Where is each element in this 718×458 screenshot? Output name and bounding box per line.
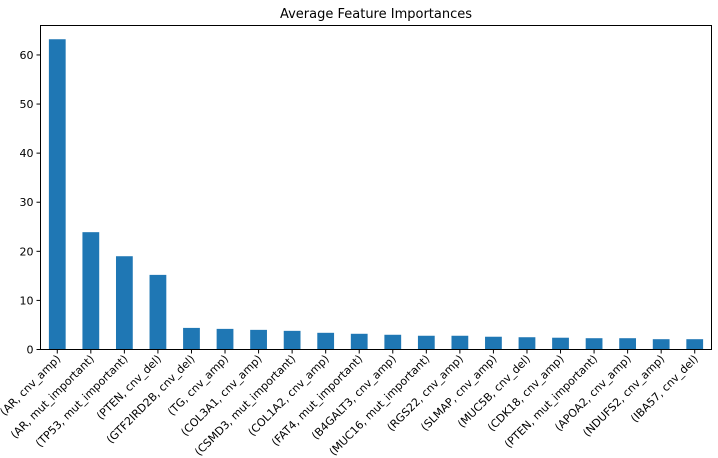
bar	[82, 232, 100, 350]
bar	[149, 274, 167, 350]
bar	[384, 334, 402, 350]
bar	[48, 39, 66, 350]
bar	[417, 335, 435, 350]
bar	[250, 329, 267, 350]
bar	[317, 332, 335, 350]
y-tick-label: 0	[27, 344, 34, 357]
bar	[552, 337, 569, 350]
bar	[518, 337, 536, 350]
bar	[283, 330, 301, 350]
bar	[619, 338, 637, 350]
y-tick-label: 30	[20, 196, 34, 209]
y-tick-label: 60	[20, 49, 34, 62]
bar	[451, 335, 469, 350]
bar	[652, 339, 670, 350]
y-tick-label: 20	[20, 245, 34, 258]
x-axis: (AR, cnv_amp)(AR, mut_important)(TP53, m…	[0, 349, 701, 458]
bar	[115, 256, 133, 350]
y-tick-label: 40	[20, 147, 34, 160]
bars-group	[48, 39, 704, 350]
y-tick-label: 10	[20, 294, 34, 307]
y-tick-label: 50	[20, 98, 34, 111]
bar	[585, 338, 603, 350]
plot-frame	[40, 25, 712, 350]
bar	[183, 327, 200, 350]
bar	[216, 328, 234, 350]
y-axis: 0 10 20 30 40 50 60	[20, 49, 41, 357]
bar	[485, 336, 502, 350]
chart-title: Average Feature Importances	[280, 7, 472, 22]
bar	[350, 333, 368, 350]
bar	[686, 339, 704, 350]
